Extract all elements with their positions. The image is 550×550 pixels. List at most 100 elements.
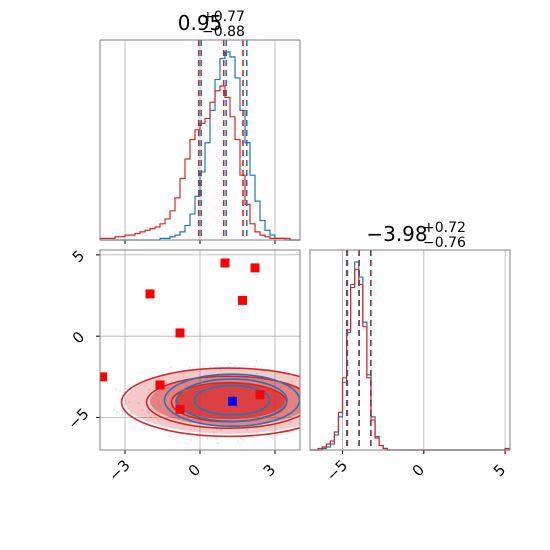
joint-sample-point: [157, 402, 160, 405]
joint-sample-point: [162, 408, 165, 411]
joint-sample-point: [148, 388, 151, 391]
param-2-upper-error: +0.72: [423, 220, 466, 236]
joint-sample-point: [285, 437, 288, 440]
square-marker: [100, 372, 107, 382]
joint-contour-line-b: [120, 367, 300, 438]
joint-sample-point: [301, 411, 303, 413]
joint-sample-point: [129, 378, 132, 380]
joint-sample-point: [113, 409, 115, 411]
joint-contour-line-a: [193, 384, 271, 416]
param-1-title: 0.95: [178, 11, 223, 35]
joint-sample-point: [188, 366, 191, 368]
joint-sample-point: [242, 439, 245, 442]
joint-sample-point: [157, 370, 160, 373]
joint-inner: [100, 250, 332, 450]
hist2-frame: [309, 249, 511, 451]
joint-sample-point: [227, 365, 230, 368]
joint-sample-point: [322, 407, 324, 409]
joint-sample-point: [206, 437, 209, 440]
joint-sample-point: [311, 380, 313, 382]
joint-sample-point: [281, 411, 284, 414]
joint-sample-point: [328, 383, 330, 385]
joint-sample-point: [315, 392, 317, 394]
joint-x-tick-label: −3: [105, 456, 133, 484]
joint-sample-point: [313, 384, 315, 386]
joint-sample-point: [216, 442, 219, 444]
joint-sample-point: [294, 393, 297, 396]
joint-sample-point: [300, 427, 302, 429]
joint-sample-point: [256, 431, 259, 433]
joint-sample-point: [155, 392, 158, 395]
square-marker: [250, 263, 260, 273]
joint-x-tick-label: 3: [260, 461, 279, 480]
joint-y-tick-label: 5: [69, 247, 88, 266]
joint-sample-point: [148, 412, 150, 415]
joint-sample-point: [197, 379, 200, 382]
joint-sample-point: [304, 427, 306, 429]
joint-sample-point: [246, 428, 249, 431]
param-2-lower-error: −0.76: [423, 235, 466, 251]
hist1-frame: [99, 39, 301, 241]
joint-sample-point: [185, 384, 188, 387]
joint-y-tick-label: 0: [69, 328, 88, 347]
joint-sample-point: [157, 394, 160, 397]
joint-sample-point: [325, 414, 327, 416]
joint-sample-point: [170, 407, 172, 409]
joint-sample-point: [168, 435, 171, 438]
joint-sample-point: [190, 438, 193, 441]
truth-marker: [228, 396, 237, 406]
joint-sample-point: [311, 428, 313, 430]
joint-sample-point: [308, 407, 310, 409]
joint-sample-point: [159, 405, 161, 407]
joint-sample-point: [158, 400, 160, 403]
joint-sample-point: [327, 419, 329, 421]
hist1-series-b: [99, 85, 300, 241]
joint-sample-point: [291, 380, 294, 383]
joint-sample-point: [319, 395, 321, 397]
joint-sample-point: [321, 392, 323, 394]
joint-sample-point: [304, 376, 306, 378]
joint-sample-point: [202, 365, 205, 368]
square-marker: [145, 289, 155, 299]
joint-sample-point: [169, 366, 172, 369]
joint-sample-point: [302, 380, 304, 382]
histogram-param-1-panel: [99, 39, 301, 244]
joint-sample-point: [219, 368, 222, 371]
hist2-series-a: [310, 261, 510, 451]
joint-sample-point: [234, 365, 237, 367]
joint-density-panel: −3 0 3 −5 0 5: [64, 247, 332, 485]
joint-sample-point: [308, 402, 310, 404]
joint-sample-point: [213, 433, 216, 436]
param-2-value: −3.98: [366, 222, 427, 246]
hist2-x-tick-label: 0: [409, 461, 428, 480]
joint-sample-point: [255, 360, 258, 363]
joint-contour-line-b: [145, 375, 300, 430]
joint-contour-line-a: [176, 378, 288, 423]
joint-sample-point: [265, 380, 268, 383]
joint-sample-point: [119, 390, 122, 392]
joint-sample-point: [261, 378, 264, 381]
joint-sample-point: [237, 440, 239, 443]
param-1-upper-error: +0.77: [202, 9, 245, 25]
joint-sample-point: [115, 411, 118, 414]
square-marker: [175, 328, 185, 338]
square-marker: [175, 404, 185, 414]
joint-sample-point: [115, 388, 118, 391]
joint-sample-point: [193, 380, 196, 383]
joint-sample-point: [182, 376, 185, 379]
joint-sample-point: [137, 402, 140, 405]
hist2-series-b: [310, 268, 510, 451]
joint-sample-point: [143, 428, 146, 431]
joint-sample-point: [213, 431, 215, 434]
joint-sample-point: [303, 393, 305, 395]
square-marker: [238, 295, 247, 305]
joint-sample-point: [154, 411, 157, 413]
joint-sample-point: [330, 423, 332, 425]
square-marker: [220, 258, 230, 268]
joint-sample-point: [146, 411, 149, 414]
joint-sample-point: [286, 412, 289, 415]
joint-sample-point: [229, 362, 232, 364]
joint-sample-point: [220, 428, 223, 431]
joint-y-tick-label: −5: [64, 405, 92, 433]
